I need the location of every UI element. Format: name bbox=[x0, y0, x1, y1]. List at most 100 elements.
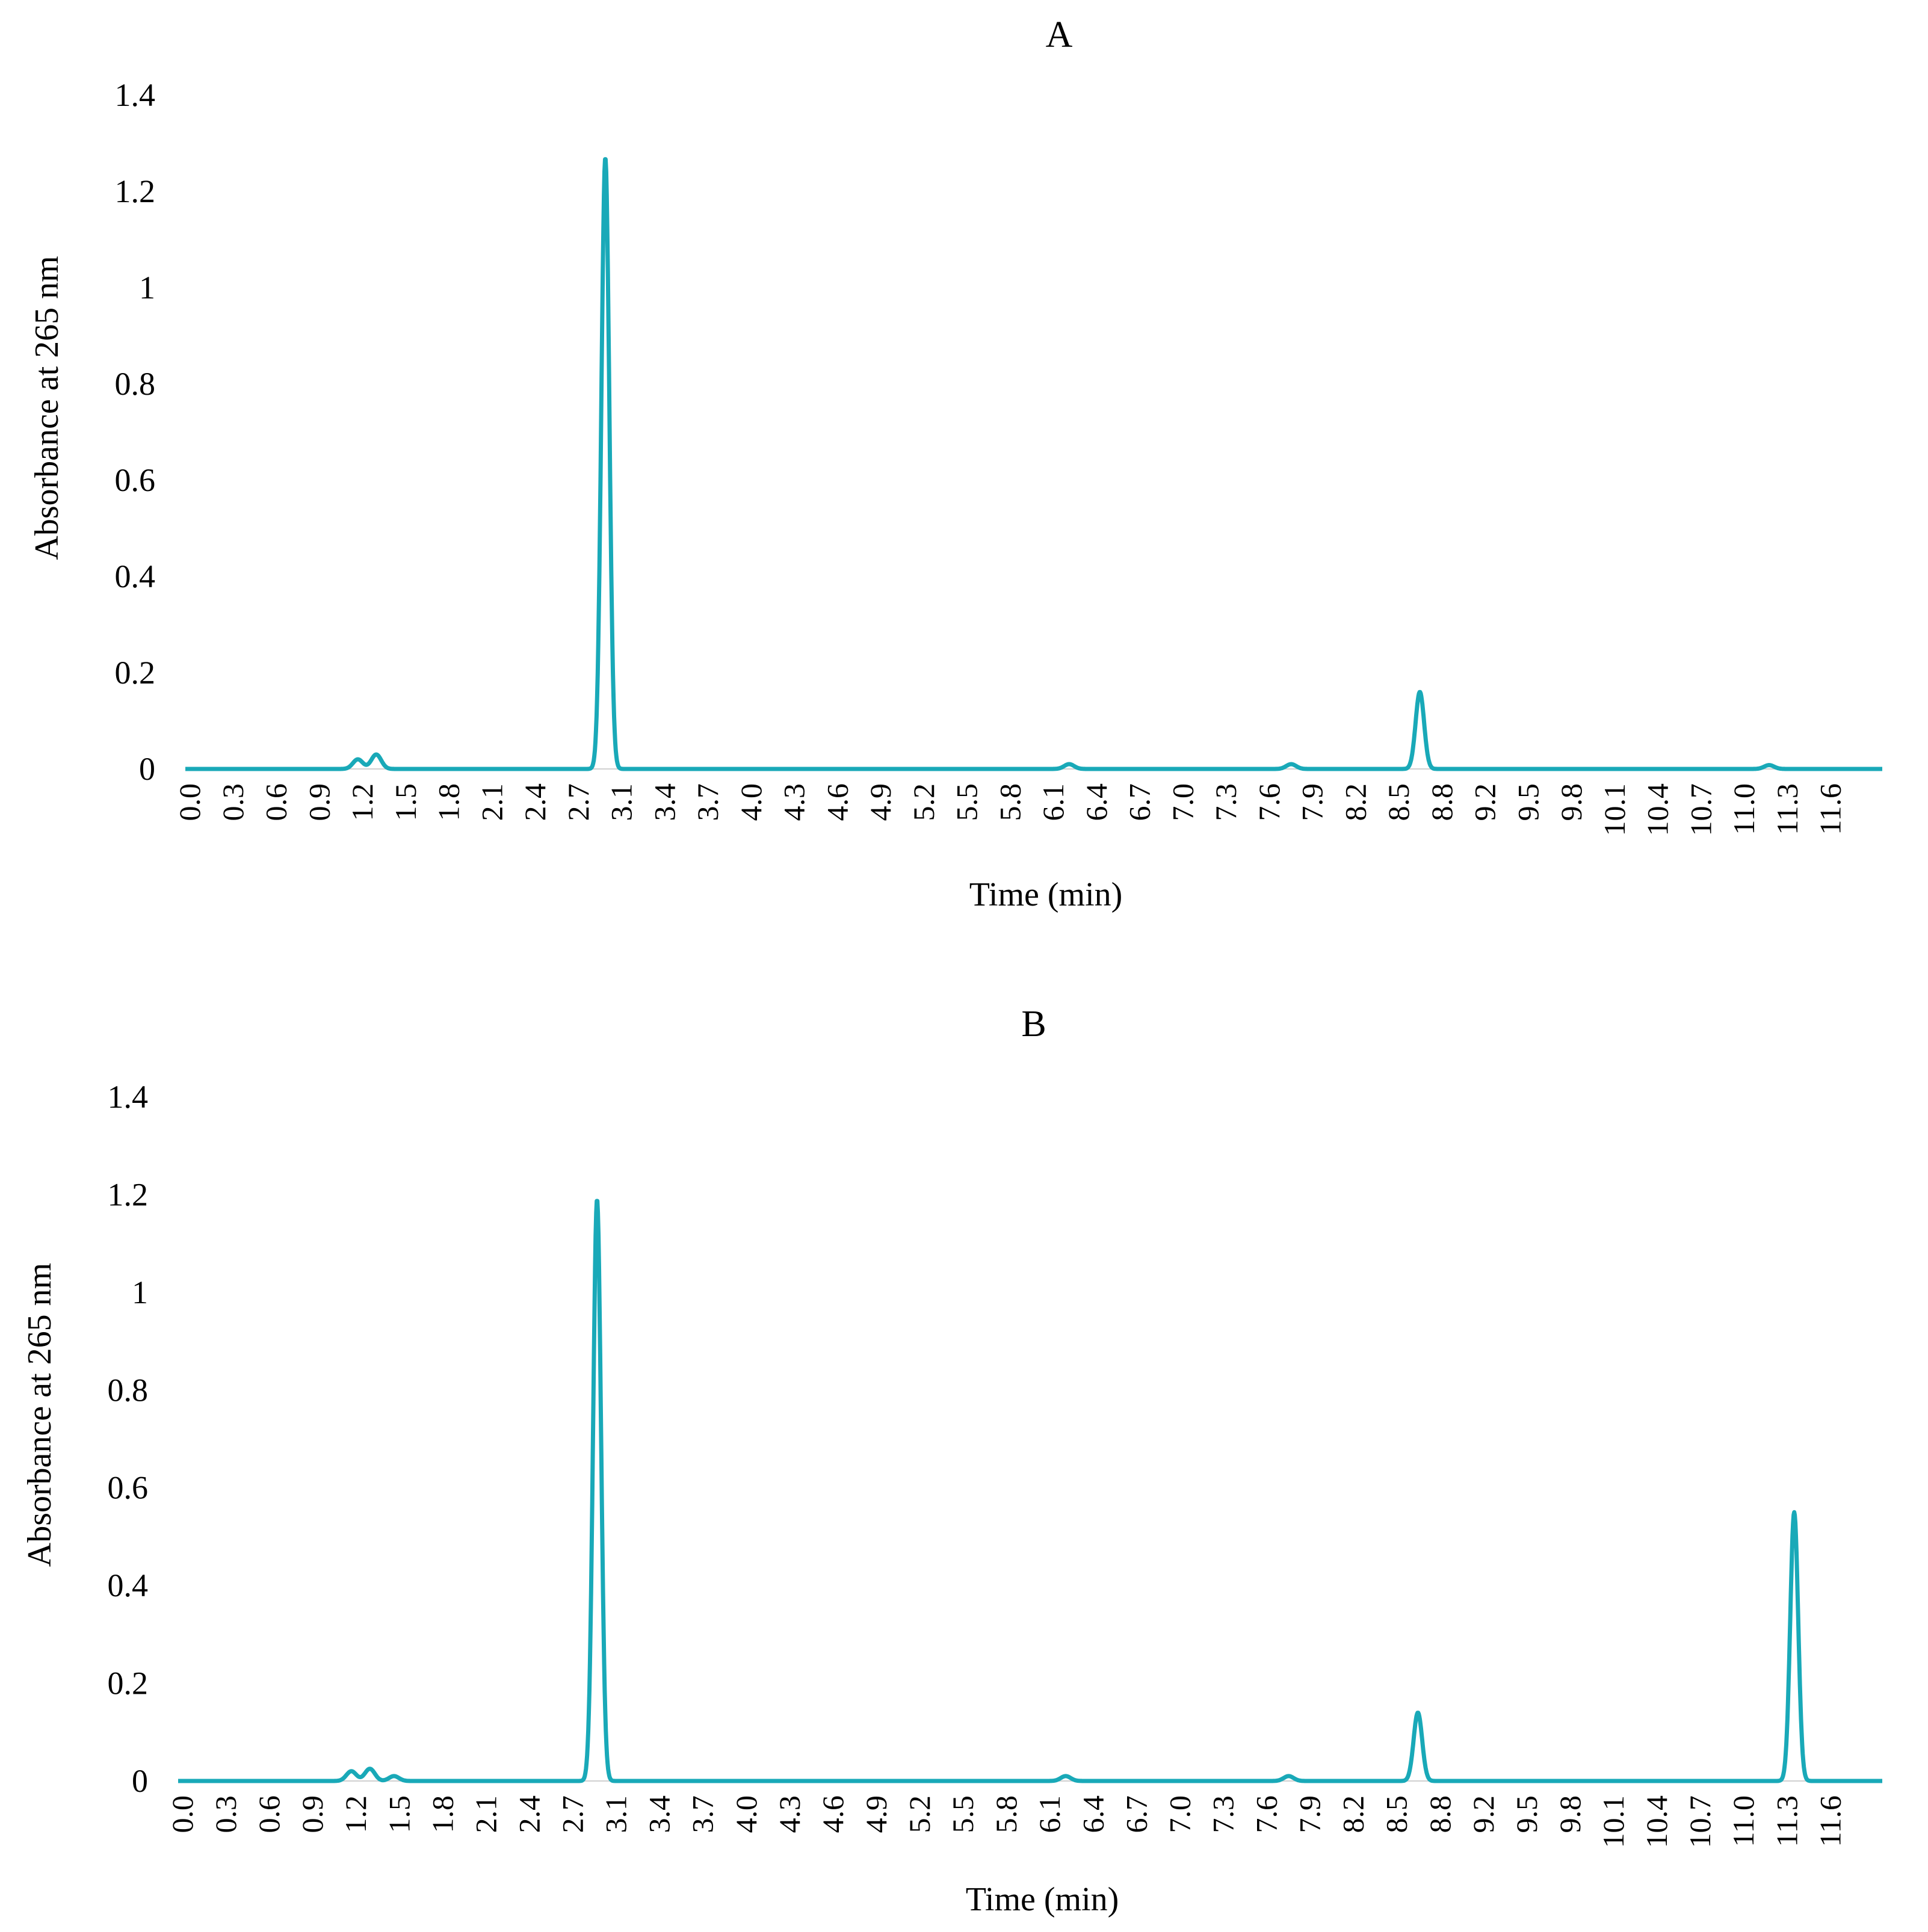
x-tick-label: 2.7 bbox=[561, 783, 595, 821]
x-tick-label: 2.4 bbox=[518, 783, 552, 821]
x-tick-label: 3.1 bbox=[605, 783, 638, 821]
peak-point bbox=[350, 1770, 353, 1773]
x-tick-label: 1.2 bbox=[339, 1795, 372, 1833]
x-tick-label: 11.0 bbox=[1726, 1795, 1760, 1847]
peak-point bbox=[1290, 762, 1293, 766]
x-tick-label: 9.5 bbox=[1510, 1795, 1543, 1833]
x-tick-label: 7.3 bbox=[1209, 783, 1243, 821]
chromatogram-a: A Absorbance at 265 nm 0 0.2 0.4 0.6 0.8 1 1.2 1.… bbox=[0, 0, 1928, 927]
y-tick-label: 1.4 bbox=[115, 77, 156, 113]
peak-point bbox=[604, 156, 607, 159]
chart-title: A bbox=[1046, 14, 1073, 55]
x-tick-label: 1.8 bbox=[432, 783, 466, 821]
peak-point bbox=[368, 1767, 372, 1771]
x-tick-label: 7.0 bbox=[1166, 783, 1199, 821]
x-tick-label: 8.5 bbox=[1380, 1795, 1414, 1833]
peak-point bbox=[595, 1198, 599, 1202]
x-tick-label: 8.8 bbox=[1425, 783, 1459, 821]
x-tick-label: 10.4 bbox=[1640, 1795, 1673, 1848]
peak-point bbox=[1416, 1711, 1420, 1714]
x-tick-label: 9.2 bbox=[1468, 783, 1502, 821]
y-tick-label: 0.8 bbox=[108, 1372, 149, 1408]
x-tick-label: 5.5 bbox=[950, 783, 984, 821]
x-tick-label: 1.5 bbox=[389, 783, 422, 821]
x-tick-label: 6.4 bbox=[1076, 1795, 1110, 1833]
x-tick-label: 11.0 bbox=[1727, 783, 1761, 835]
x-tick-label: 9.8 bbox=[1554, 783, 1588, 821]
x-tick-label: 4.6 bbox=[820, 783, 854, 821]
x-tick-label: 6.4 bbox=[1080, 783, 1113, 821]
x-tick-label: 0.0 bbox=[165, 1795, 199, 1833]
x-tick-label: 11.6 bbox=[1813, 1795, 1847, 1847]
x-tick-label: 10.1 bbox=[1596, 1795, 1630, 1848]
y-tick-label: 1 bbox=[132, 1274, 148, 1310]
x-tick-label: 0.3 bbox=[216, 783, 250, 821]
x-tick-label: 4.0 bbox=[734, 783, 768, 821]
x-tick-label: 9.8 bbox=[1553, 1795, 1587, 1833]
x-tick-label: 2.1 bbox=[469, 1795, 502, 1833]
y-axis-label: Absorbance at 265 nm bbox=[28, 256, 66, 560]
chart-a-svg: A Absorbance at 265 nm 0 0.2 0.4 0.6 0.8 1 1.2 1.… bbox=[28, 14, 1884, 913]
chart-b-svg: B Absorbance at 265 nm 0 0.2 0.4 0.6 0.8 1 1.2 1.… bbox=[21, 1004, 1884, 1918]
x-tick-label: 11.6 bbox=[1814, 783, 1847, 835]
y-tick-label: 1.2 bbox=[108, 1176, 149, 1212]
x-tick-label: 5.2 bbox=[903, 1795, 936, 1833]
x-tick-label: 5.8 bbox=[993, 783, 1027, 821]
x-tick-label: 9.5 bbox=[1511, 783, 1545, 821]
x-tick-label: 11.3 bbox=[1770, 783, 1804, 835]
absorbance-trace bbox=[176, 1199, 1884, 1783]
x-tick-label: 7.3 bbox=[1206, 1795, 1240, 1833]
x-tick-label: 1.5 bbox=[382, 1795, 416, 1833]
x-tick-label: 3.7 bbox=[686, 1795, 720, 1833]
x-tick-label: 0.6 bbox=[259, 783, 293, 821]
x-tick-label: 3.7 bbox=[691, 783, 725, 821]
x-tick-label: 1.2 bbox=[345, 783, 379, 821]
x-tick-label: 3.4 bbox=[647, 783, 681, 821]
y-axis-label: Absorbance at 265 nm bbox=[21, 1263, 58, 1567]
x-tick-label: 2.4 bbox=[512, 1795, 546, 1833]
y-tick-label: 1.4 bbox=[108, 1079, 149, 1115]
x-tick-label: 3.1 bbox=[599, 1795, 633, 1833]
peak-point bbox=[1068, 762, 1071, 766]
x-tick-label: 0.0 bbox=[173, 783, 206, 821]
x-tick-label: 7.6 bbox=[1252, 783, 1286, 821]
y-tick-label: 0.4 bbox=[115, 558, 156, 594]
x-tick-label: 5.2 bbox=[907, 783, 941, 821]
peak-point bbox=[1064, 1774, 1068, 1778]
peak-point bbox=[392, 1774, 396, 1778]
y-tick-label: 0.6 bbox=[115, 462, 156, 498]
x-tick-label: 9.2 bbox=[1466, 1795, 1500, 1833]
x-tick-label: 7.9 bbox=[1296, 783, 1329, 821]
x-tick-label: 11.3 bbox=[1770, 1795, 1803, 1847]
peak-point bbox=[1418, 690, 1422, 694]
x-tick-label: 4.3 bbox=[773, 1795, 806, 1833]
x-tick-label: 10.1 bbox=[1598, 783, 1631, 836]
x-tick-label: 4.9 bbox=[864, 783, 897, 821]
x-tick-label: 1.8 bbox=[425, 1795, 459, 1833]
x-tick-label: 0.9 bbox=[295, 1795, 329, 1833]
peak-point bbox=[1287, 1774, 1291, 1778]
peak-point bbox=[356, 758, 360, 761]
chart-title: B bbox=[1021, 1004, 1046, 1045]
x-tick-label: 0.6 bbox=[252, 1795, 286, 1833]
y-tick-label: 1.2 bbox=[115, 173, 156, 209]
y-tick-label: 0.6 bbox=[108, 1470, 149, 1506]
x-tick-label: 7.9 bbox=[1293, 1795, 1327, 1833]
x-tick-label: 10.7 bbox=[1684, 783, 1717, 836]
x-tick-label: 8.5 bbox=[1382, 783, 1415, 821]
peak-point bbox=[374, 753, 378, 756]
x-tick-label: 8.2 bbox=[1338, 783, 1372, 821]
y-tick-label: 0.2 bbox=[115, 655, 156, 691]
x-tick-label: 6.1 bbox=[1033, 1795, 1066, 1833]
x-tick-label: 4.9 bbox=[859, 1795, 893, 1833]
x-tick-label: 6.1 bbox=[1036, 783, 1070, 821]
x-tick-label: 4.0 bbox=[729, 1795, 763, 1833]
x-tick-label: 2.1 bbox=[475, 783, 508, 821]
x-axis-label: Time (min) bbox=[969, 876, 1123, 913]
x-tick-label: 10.7 bbox=[1683, 1795, 1717, 1848]
y-tick-label: 0 bbox=[132, 1763, 148, 1799]
x-tick-label: 7.0 bbox=[1163, 1795, 1196, 1833]
y-tick-label: 0.2 bbox=[108, 1665, 149, 1702]
x-tick-label: 4.3 bbox=[777, 783, 811, 821]
x-tick-label: 6.7 bbox=[1119, 1795, 1153, 1833]
